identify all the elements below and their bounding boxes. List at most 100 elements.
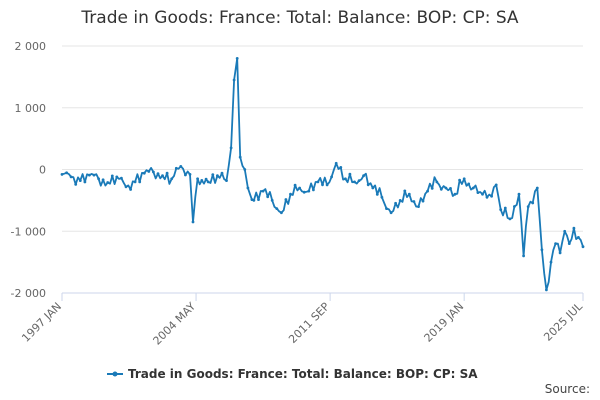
data-point[interactable] [235,57,239,60]
data-point[interactable] [147,170,151,173]
data-point[interactable] [522,254,525,258]
data-point[interactable] [316,180,320,184]
data-point[interactable] [426,189,429,193]
data-point[interactable] [430,187,434,190]
data-point[interactable] [225,179,228,183]
data-point[interactable] [362,174,365,178]
data-point[interactable] [229,146,233,150]
data-point[interactable] [572,226,576,230]
data-point[interactable] [307,189,311,193]
data-point[interactable] [458,178,461,182]
data-point[interactable] [196,177,200,181]
data-point[interactable] [191,220,195,224]
data-point[interactable] [407,192,411,196]
data-point[interactable] [412,200,416,203]
data-point[interactable] [540,248,544,252]
data-point[interactable] [204,177,208,181]
data-point[interactable] [439,187,443,191]
data-point[interactable] [284,198,288,201]
data-point[interactable] [357,179,361,183]
data-point[interactable] [184,173,187,177]
data-point[interactable] [188,173,192,176]
series-line[interactable] [61,57,584,291]
data-point[interactable] [293,183,297,187]
data-point[interactable] [78,179,82,183]
data-point[interactable] [481,192,484,196]
data-point[interactable] [174,166,178,170]
data-point[interactable] [120,176,123,180]
data-point[interactable] [129,188,133,191]
data-point[interactable] [371,186,375,190]
data-point[interactable] [170,177,174,181]
data-point[interactable] [161,174,164,178]
data-point[interactable] [344,177,347,181]
data-point[interactable] [366,183,370,187]
data-point[interactable] [535,186,539,190]
data-point[interactable] [106,181,110,184]
data-point[interactable] [88,173,91,177]
data-point[interactable] [375,193,379,196]
data-point[interactable] [567,242,571,246]
data-point[interactable] [110,174,114,178]
data-point[interactable] [261,189,265,193]
data-point[interactable] [133,180,137,184]
data-point[interactable] [476,191,480,195]
data-point[interactable] [238,155,242,159]
data-point[interactable] [531,201,535,205]
data-point[interactable] [348,172,352,176]
data-point[interactable] [517,192,521,196]
data-point[interactable] [449,187,452,190]
data-point[interactable] [380,195,384,199]
data-point[interactable] [289,192,292,196]
data-point[interactable] [435,180,439,184]
data-point[interactable] [142,171,146,175]
data-point[interactable] [417,205,420,209]
data-point[interactable] [266,195,270,199]
data-point[interactable] [257,198,260,202]
data-point[interactable] [60,173,64,176]
data-point[interactable] [330,175,333,179]
data-point[interactable] [124,185,128,189]
data-point[interactable] [69,175,73,179]
data-point[interactable] [101,178,105,182]
data-point[interactable] [152,170,155,174]
data-point[interactable] [494,183,498,187]
data-point[interactable] [321,183,324,187]
data-point[interactable] [485,195,489,199]
data-point[interactable] [232,78,236,82]
data-point[interactable] [97,177,100,181]
data-point[interactable] [549,260,553,264]
data-point[interactable] [83,180,87,184]
source-credit[interactable]: Source: [544,382,590,396]
data-point[interactable] [581,245,585,249]
data-point[interactable] [298,186,301,190]
data-point[interactable] [508,217,512,221]
data-point[interactable] [394,201,397,205]
data-point[interactable] [421,199,425,203]
data-point[interactable] [92,173,96,177]
data-point[interactable] [398,199,402,202]
data-point[interactable] [577,236,580,239]
data-point[interactable] [302,190,306,194]
data-point[interactable] [312,188,315,192]
data-point[interactable] [65,171,68,175]
data-point[interactable] [453,192,457,196]
data-point[interactable] [74,183,78,186]
legend-label[interactable]: Trade in Goods: France: Total: Balance: … [128,367,478,381]
data-point[interactable] [252,199,256,202]
data-point[interactable] [206,180,210,184]
data-point[interactable] [563,229,567,233]
data-point[interactable] [220,171,224,175]
legend[interactable]: Trade in Goods: France: Total: Balance: … [107,367,478,381]
data-point[interactable] [200,179,204,182]
data-point[interactable] [526,205,530,209]
data-point[interactable] [179,165,183,168]
data-point[interactable] [513,205,516,208]
data-point[interactable] [545,288,548,292]
data-point[interactable] [211,173,215,177]
data-point[interactable] [467,182,471,186]
data-point[interactable] [444,186,448,190]
data-point[interactable] [334,161,338,165]
data-point[interactable] [490,194,493,198]
data-point[interactable] [165,171,169,175]
